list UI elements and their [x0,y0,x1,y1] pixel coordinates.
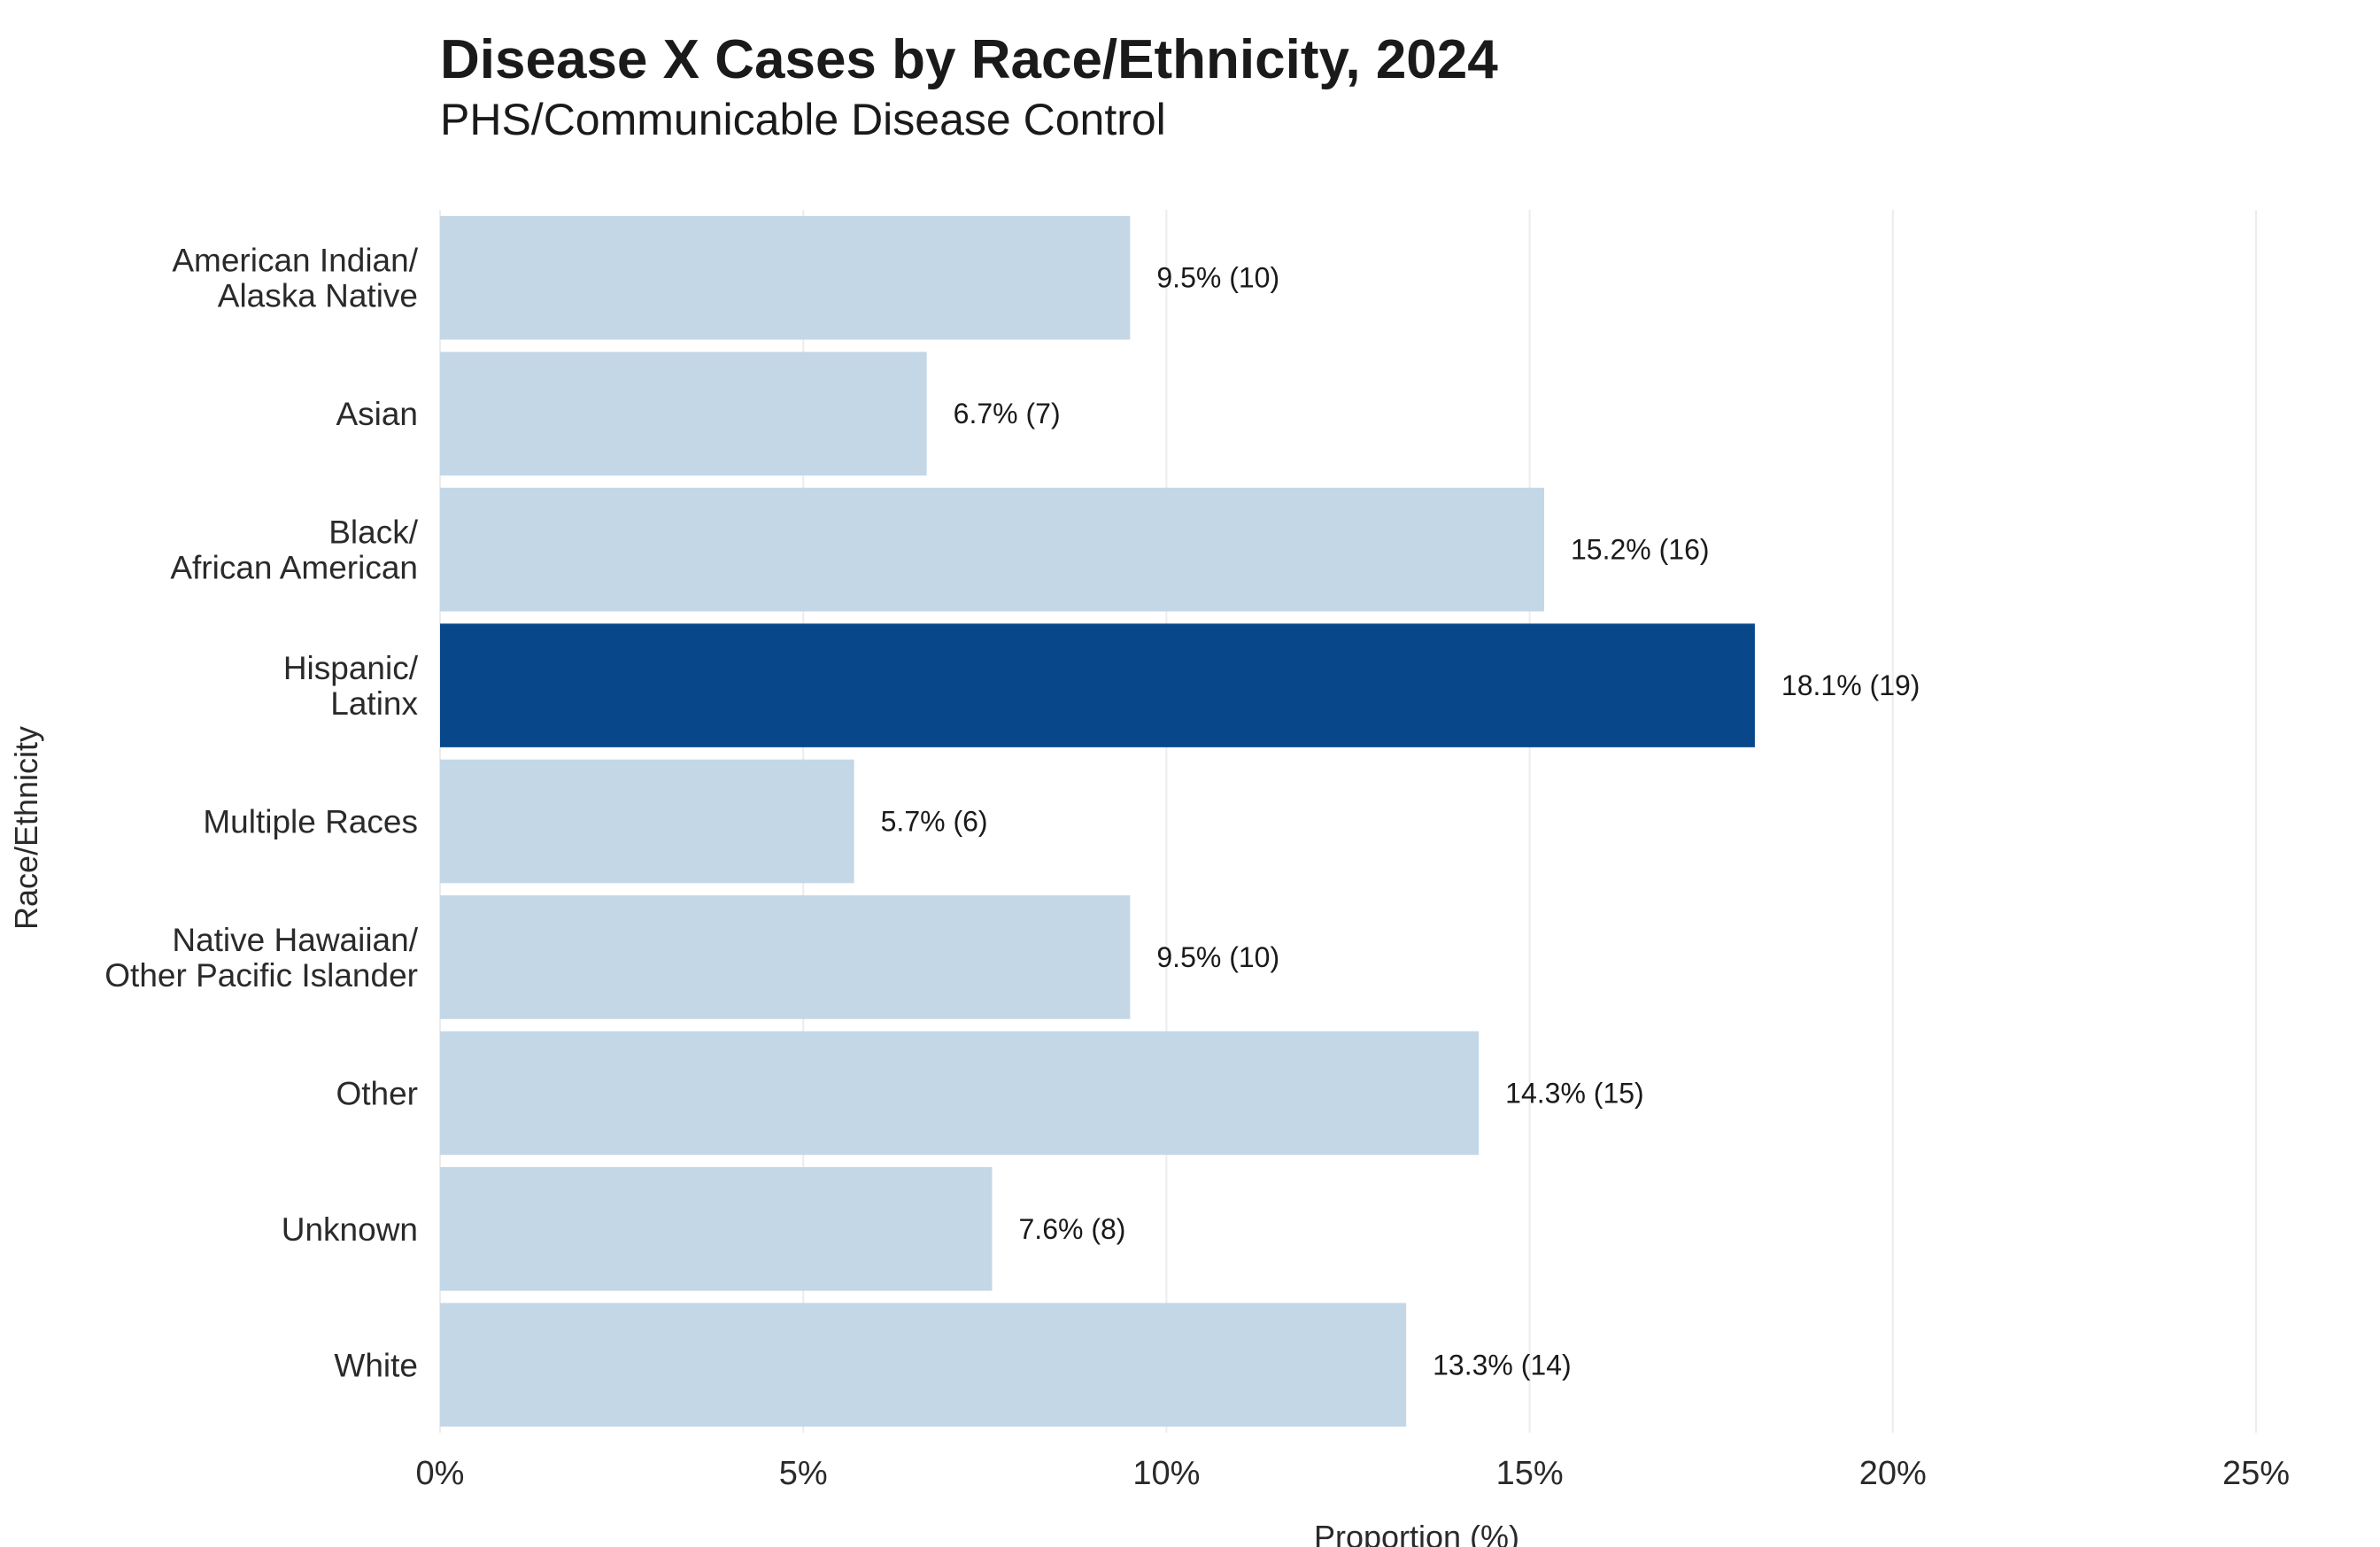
y-category-label-line: Hispanic/ [283,650,419,686]
data-labels: 9.5% (10) 6.7% (7) 15.2% (16) 18.1% (19) 5.7… [881,262,1920,1381]
bar-value-label: 15.2% (16) [1571,534,1710,566]
y-category-label: Black/African American [170,514,418,586]
y-category-label-line: Black/ [328,514,418,551]
chart-subtitle: PHS/Communicable Disease Control [440,95,1166,144]
y-category-label-line: Native Hawaiian/ [172,922,418,958]
y-category-label-line: African American [170,550,418,586]
bar [440,895,1131,1019]
y-category-label-line: Other [336,1075,418,1111]
bar-value-label: 9.5% (10) [1156,941,1279,973]
y-axis-title: Race/Ethnicity [8,726,44,930]
x-axis-title: Proportion (%) [1314,1519,1519,1547]
bar-value-label: 18.1% (19) [1781,669,1920,701]
bars [440,215,1755,1427]
y-category-label-line: White [334,1347,418,1383]
y-category-label-line: Latinx [330,685,418,722]
bar [440,487,1545,612]
bar [440,1031,1480,1156]
bar-value-label: 9.5% (10) [1156,262,1279,294]
bar-value-label: 5.7% (6) [881,806,988,838]
y-category-label: Unknown [282,1211,418,1248]
y-category-label: White [334,1347,418,1383]
bar [440,1167,993,1291]
bar-value-label: 7.6% (8) [1019,1213,1126,1245]
y-category-label: Multiple Races [203,804,418,840]
x-tick-label: 20% [1859,1455,1927,1492]
bar [440,215,1131,340]
bar [440,1303,1407,1427]
bar-value-label: 14.3% (15) [1505,1077,1644,1109]
y-category-label-line: Unknown [282,1211,418,1248]
bar [440,352,927,476]
bar [440,623,1755,747]
y-category-label: Other [336,1075,418,1111]
y-category-label: American Indian/Alaska Native [172,243,418,314]
x-tick-label: 10% [1132,1455,1200,1492]
y-category-label-line: Multiple Races [203,804,418,840]
x-tick-label: 25% [2222,1455,2290,1492]
x-tick-label: 0% [416,1455,465,1492]
chart-title: Disease X Cases by Race/Ethnicity, 2024 [440,29,1498,90]
y-category-label: Asian [336,396,418,432]
y-category-label: Hispanic/Latinx [283,650,419,722]
x-axis-tick-labels: 0% 5% 10% 15% 20% 25% [416,1455,2290,1492]
y-category-label-line: Other Pacific Islander [104,957,418,994]
x-tick-label: 15% [1496,1455,1564,1492]
y-category-label-line: Alaska Native [218,278,418,314]
x-tick-label: 5% [779,1455,828,1492]
y-category-label-line: American Indian/ [172,243,418,279]
y-axis-category-labels: American Indian/Alaska Native Asian Black/… [104,243,418,1384]
y-category-label: Native Hawaiian/Other Pacific Islander [104,922,418,994]
y-category-label-line: Asian [336,396,418,432]
bar-value-label: 6.7% (7) [954,398,1061,429]
bar-value-label: 13.3% (14) [1433,1349,1572,1381]
bar [440,759,854,884]
